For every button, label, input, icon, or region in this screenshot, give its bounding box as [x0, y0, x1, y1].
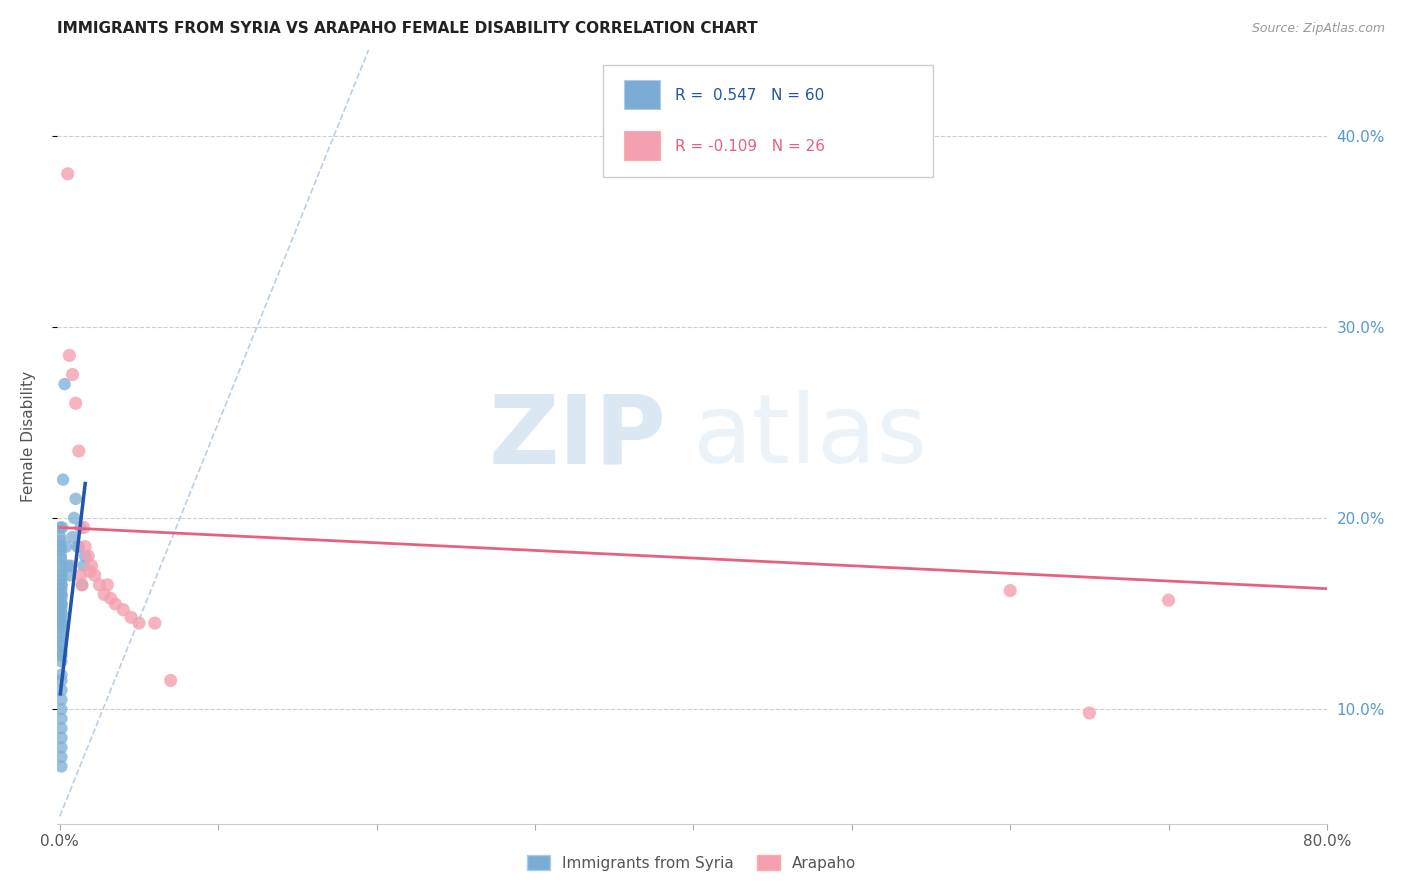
- Point: [96, 578, 118, 592]
- Bar: [624, 79, 659, 109]
- Text: ZIP: ZIP: [488, 390, 666, 483]
- Point: [51, 597, 73, 611]
- Point: [72, 558, 94, 573]
- Point: [49, 553, 72, 567]
- Point: [128, 616, 150, 631]
- Point: [83, 568, 105, 582]
- Point: [69, 520, 91, 534]
- Point: [51, 692, 73, 706]
- Point: [51, 558, 73, 573]
- Point: [104, 597, 127, 611]
- Point: [89, 578, 111, 592]
- Y-axis label: Female Disability: Female Disability: [21, 371, 35, 502]
- Point: [63, 511, 86, 525]
- Point: [51, 620, 73, 634]
- Point: [51, 582, 73, 596]
- Point: [77, 549, 100, 564]
- Point: [51, 702, 73, 716]
- Point: [58, 348, 80, 362]
- Text: atlas: atlas: [692, 390, 927, 483]
- Point: [51, 578, 73, 592]
- Legend: Immigrants from Syria, Arapaho: Immigrants from Syria, Arapaho: [520, 847, 865, 878]
- Point: [1078, 706, 1101, 720]
- Point: [67, 444, 90, 458]
- Text: Source: ZipAtlas.com: Source: ZipAtlas.com: [1251, 22, 1385, 36]
- Point: [51, 610, 73, 624]
- Point: [51, 578, 73, 592]
- Point: [998, 583, 1021, 598]
- Point: [51, 721, 73, 735]
- Point: [52, 473, 75, 487]
- Point: [143, 616, 166, 631]
- Point: [112, 603, 135, 617]
- Point: [51, 648, 73, 663]
- Text: R =  0.547   N = 60: R = 0.547 N = 60: [675, 87, 824, 103]
- Point: [51, 654, 73, 668]
- Point: [51, 616, 73, 631]
- Point: [53, 377, 76, 392]
- Point: [51, 587, 73, 601]
- Point: [51, 587, 73, 601]
- Point: [49, 533, 72, 548]
- Point: [56, 558, 79, 573]
- Point: [51, 639, 73, 653]
- Point: [69, 568, 91, 582]
- Point: [51, 630, 73, 644]
- Point: [59, 558, 82, 573]
- Point: [49, 549, 72, 564]
- Point: [70, 578, 93, 592]
- Point: [75, 540, 97, 554]
- FancyBboxPatch shape: [603, 65, 934, 178]
- Point: [51, 683, 73, 698]
- Point: [75, 549, 97, 564]
- Point: [51, 712, 73, 726]
- Point: [51, 572, 73, 586]
- Point: [58, 568, 80, 582]
- Point: [51, 607, 73, 621]
- Point: [51, 520, 73, 534]
- Point: [51, 667, 73, 681]
- Point: [65, 396, 87, 410]
- Point: [51, 616, 73, 631]
- Point: [70, 578, 93, 592]
- Point: [51, 597, 73, 611]
- Point: [66, 540, 89, 554]
- Point: [51, 568, 73, 582]
- Point: [49, 520, 72, 534]
- Point: [51, 645, 73, 659]
- Point: [51, 565, 73, 579]
- Point: [49, 540, 72, 554]
- Point: [51, 625, 73, 640]
- Point: [159, 673, 181, 688]
- Point: [51, 740, 73, 755]
- Point: [80, 558, 103, 573]
- Point: [79, 565, 101, 579]
- Point: [49, 543, 72, 558]
- Point: [55, 540, 77, 554]
- Point: [62, 368, 84, 382]
- Point: [49, 530, 72, 544]
- Point: [100, 591, 122, 606]
- Point: [51, 607, 73, 621]
- Point: [51, 635, 73, 649]
- Point: [51, 731, 73, 745]
- Text: IMMIGRANTS FROM SYRIA VS ARAPAHO FEMALE DISABILITY CORRELATION CHART: IMMIGRANTS FROM SYRIA VS ARAPAHO FEMALE …: [56, 21, 758, 36]
- Point: [51, 591, 73, 606]
- Point: [51, 673, 73, 688]
- Point: [120, 610, 142, 624]
- Point: [65, 491, 87, 506]
- Point: [1157, 593, 1180, 607]
- Point: [72, 520, 94, 534]
- Point: [51, 750, 73, 764]
- Point: [56, 167, 79, 181]
- Point: [51, 759, 73, 773]
- Point: [67, 540, 90, 554]
- Point: [62, 530, 84, 544]
- Point: [51, 600, 73, 615]
- Point: [93, 587, 115, 601]
- Text: R = -0.109   N = 26: R = -0.109 N = 26: [675, 139, 825, 153]
- Bar: [624, 131, 659, 161]
